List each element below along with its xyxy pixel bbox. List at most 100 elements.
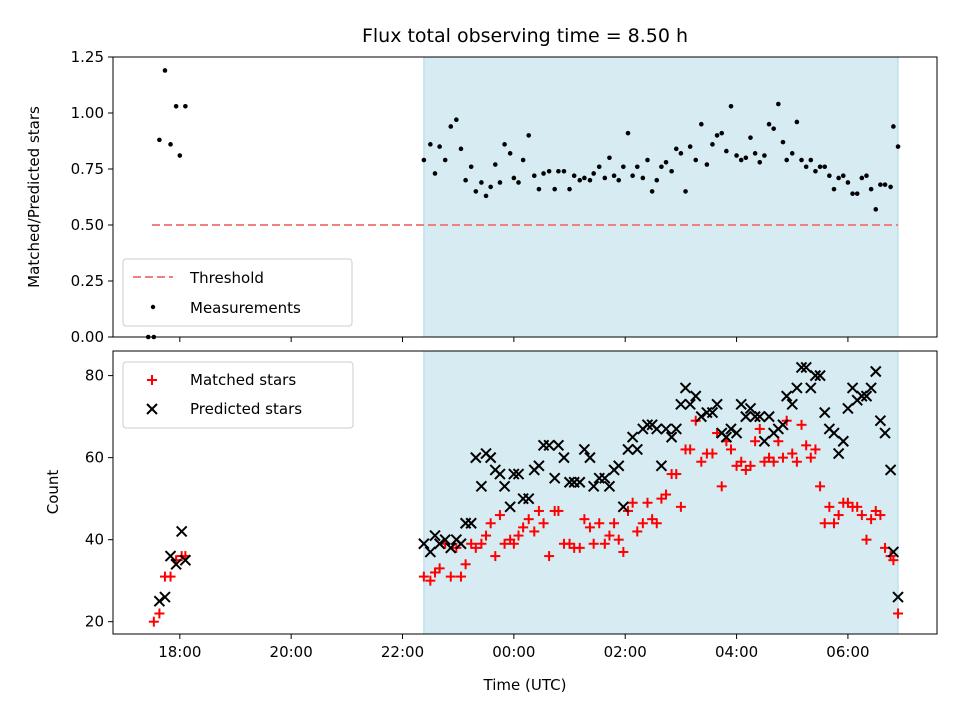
matched-star-point	[538, 518, 549, 529]
measurement-point	[577, 177, 583, 183]
predicted-star-point	[879, 427, 891, 439]
matched-star-point	[856, 510, 867, 521]
predicted-star-point	[780, 390, 793, 402]
measurement-point	[724, 148, 729, 154]
measurement-point	[502, 142, 507, 147]
measurement-point	[766, 121, 772, 127]
matched-star-point	[754, 423, 765, 434]
measurement-point	[168, 142, 173, 147]
predicted-star-point	[842, 402, 854, 415]
measurement-point	[673, 146, 679, 152]
matched-star-point	[866, 514, 877, 525]
legend-threshold-label: Threshold	[189, 269, 264, 287]
ratio-y-tick-label: 0.00	[71, 328, 104, 346]
matched-star-point	[736, 456, 747, 467]
count-y-axis-label: Count	[44, 470, 62, 515]
predicted-star-point	[828, 427, 840, 439]
x-tick-label: 22:00	[381, 643, 424, 661]
predicted-star-point	[465, 517, 477, 529]
count-y-tick-label: 60	[85, 449, 104, 467]
measurement-point	[714, 133, 720, 138]
ratio-panel-frame	[112, 56, 938, 338]
measurement-point	[868, 186, 874, 192]
predicted-star-point	[574, 476, 586, 488]
measurement-point	[845, 180, 851, 185]
legend-matched-label: Matched stars	[190, 371, 296, 389]
measurement-point	[873, 207, 879, 212]
measurement-point	[630, 173, 635, 179]
measurement-point	[454, 117, 459, 123]
measurement-point	[516, 180, 521, 185]
measurement-point	[625, 130, 631, 136]
matched-star-point	[485, 518, 496, 529]
matched-star-point	[490, 551, 501, 562]
measurement-point	[645, 157, 650, 163]
measurement-point	[507, 151, 513, 156]
count-y-tick-label: 80	[85, 367, 104, 385]
predicted-star-point	[494, 468, 506, 480]
measurement-point	[437, 144, 442, 149]
predicted-star-point	[695, 410, 708, 423]
measurement-point	[683, 189, 688, 194]
measurement-point	[531, 173, 537, 179]
measurement-point	[803, 164, 809, 170]
measurement-point	[719, 130, 725, 136]
measurement-point	[479, 180, 484, 185]
predicted-star-point	[153, 595, 166, 607]
figure-title: Flux total observing time = 8.50 h	[362, 25, 688, 47]
predicted-star-point	[641, 419, 654, 431]
predicted-star-point	[599, 472, 611, 484]
predicted-star-point	[846, 382, 859, 394]
predicted-star-point	[631, 443, 643, 456]
measurement-point	[497, 180, 503, 185]
measurement-point	[687, 144, 693, 149]
predicted-star-point	[795, 361, 808, 374]
predicted-star-point	[512, 468, 525, 480]
observing-window-span	[423, 56, 899, 338]
predicted-star-point	[418, 538, 430, 550]
matched-star-point	[671, 469, 682, 480]
predicted-star-point	[884, 464, 897, 476]
matched-star-point	[726, 444, 736, 455]
matched-star-point	[165, 571, 176, 582]
predicted-star-point	[754, 410, 766, 423]
matched-star-point	[690, 415, 701, 426]
matched-star-point	[154, 608, 165, 619]
legend-predicted-label: Predicted stars	[190, 400, 302, 418]
measurement-point	[536, 186, 542, 192]
predicted-star-point	[543, 439, 555, 452]
matched-star-point	[888, 555, 899, 566]
measurement-point	[859, 175, 865, 181]
predicted-star-point	[445, 542, 457, 554]
matched-star-point	[707, 448, 718, 459]
measurement-point	[669, 168, 674, 174]
predicted-star-point	[587, 480, 600, 493]
measurement-point	[895, 144, 901, 149]
measurement-point	[587, 177, 593, 183]
predicted-star-point	[684, 398, 696, 411]
measurement-point	[780, 139, 786, 145]
matched-star-point	[777, 452, 788, 463]
ratio-y-tick-label: 1.00	[71, 104, 104, 122]
observing-window-span	[423, 350, 899, 635]
x-tick-label: 06:00	[826, 643, 869, 661]
predicted-star-point	[874, 415, 887, 427]
measurement-point	[511, 175, 517, 181]
legend-measurements-label: Measurements	[190, 299, 301, 317]
predicted-star-point	[424, 546, 437, 558]
ratio-y-tick-label: 0.75	[71, 160, 104, 178]
measurement-point	[827, 173, 832, 179]
matched-star-point	[852, 501, 863, 512]
predicted-star-point	[892, 591, 904, 603]
measurement-point	[794, 119, 800, 125]
matched-star-point	[810, 444, 821, 455]
measurement-point	[728, 103, 734, 109]
measurement-point	[421, 157, 427, 163]
measurement-point	[808, 157, 814, 163]
matched-star-point	[627, 497, 638, 508]
measurement-point	[582, 175, 587, 181]
ratio-legend: Threshold Measurements	[122, 258, 353, 327]
measurement-point	[634, 164, 640, 170]
measurement-point	[596, 164, 602, 170]
measurement-point	[561, 168, 567, 174]
